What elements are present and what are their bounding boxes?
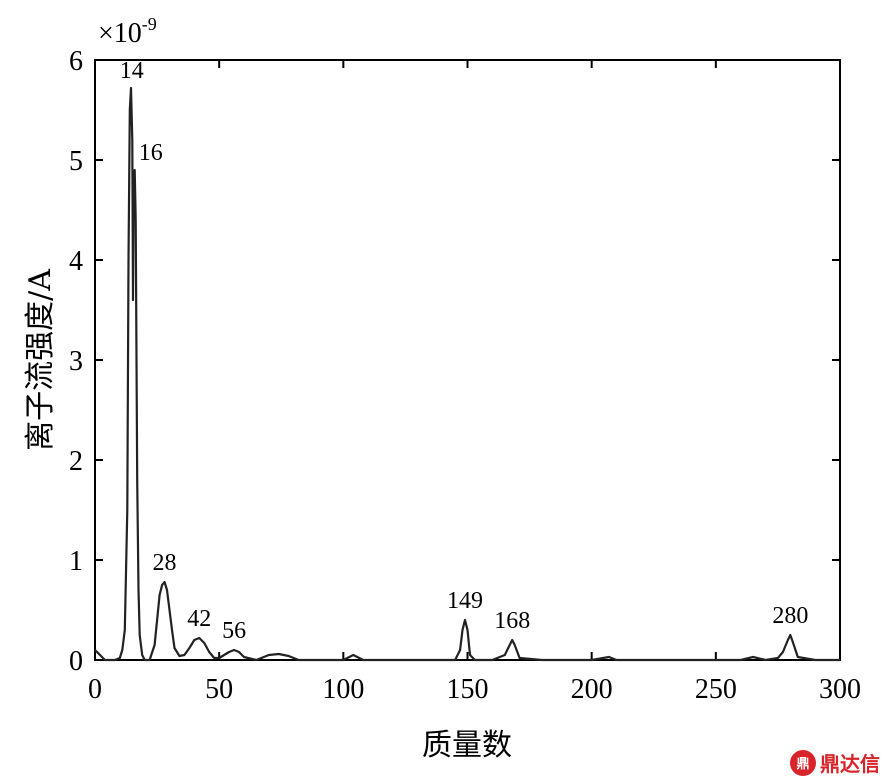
x-tick-label: 250 — [695, 674, 737, 705]
x-tick-label: 0 — [88, 674, 102, 705]
x-tick-label: 150 — [447, 674, 489, 705]
axis-ticks — [94, 59, 841, 661]
x-tick-label: 300 — [819, 674, 861, 705]
y-scale-exponent: -9 — [142, 14, 157, 34]
peak-label-168: 168 — [494, 608, 530, 634]
plot-frame — [94, 59, 841, 661]
watermark-logo: 鼎 鼎达信 — [790, 748, 880, 777]
y-tick-label: 3 — [69, 346, 83, 377]
y-tick-label: 4 — [69, 246, 83, 277]
peak-label-14: 14 — [120, 58, 144, 84]
y-tick-label: 6 — [69, 46, 83, 77]
x-tick-label: 100 — [322, 674, 364, 705]
y-tick-label: 5 — [69, 146, 83, 177]
peak-label-42: 42 — [187, 606, 211, 632]
logo-badge-icon: 鼎 — [790, 749, 816, 776]
y-tick-label: 1 — [69, 546, 83, 577]
x-tick-label: 200 — [571, 674, 613, 705]
y-scale-base: ×10 — [98, 18, 142, 49]
x-tick-label: 50 — [205, 674, 233, 705]
peak-label-149: 149 — [447, 588, 483, 614]
peak-labels: 14 16 28 42 56 149 168 280 — [120, 58, 809, 644]
y-scale-multiplier: ×10-9 — [98, 14, 157, 49]
y-axis-title: 离子流强度/A — [23, 269, 58, 451]
x-axis-title: 质量数 — [422, 728, 512, 763]
peak-label-280: 280 — [772, 603, 808, 629]
y-tick-label: 2 — [69, 446, 83, 477]
y-tick-label: 0 — [69, 646, 83, 677]
ion-current-series-line — [94, 86, 840, 662]
peak-label-16: 16 — [139, 140, 163, 166]
watermark-text: 鼎达信 — [820, 752, 880, 776]
peak-label-28: 28 — [153, 550, 177, 576]
peak-label-56: 56 — [222, 618, 246, 644]
